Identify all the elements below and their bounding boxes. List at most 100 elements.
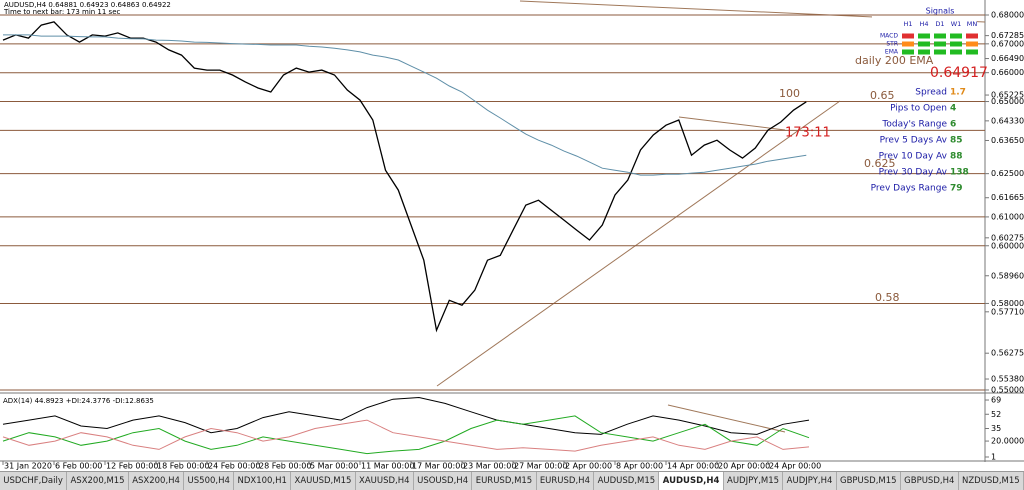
signal-row-label: MACD (880, 33, 898, 40)
chart-tab[interactable]: AUDUSD,M15 (594, 472, 660, 490)
y-tick-label: 52 (991, 410, 1001, 419)
stat-value: 4 (950, 104, 956, 114)
signal-cell (918, 33, 930, 39)
chart-tab[interactable]: AUDJPY,H4 (783, 472, 837, 490)
signal-cell (950, 41, 962, 47)
series-line (2, 419, 810, 452)
signal-cell (902, 33, 914, 39)
y-tick-label: 0.65225 (991, 91, 1024, 100)
signal-column: D1 (935, 20, 944, 28)
chart-title: AUDUSD,H4 0.64881 0.64923 0.64863 0.6492… (4, 1, 171, 9)
chart-tab[interactable]: EURUSD,H4 (537, 472, 595, 490)
signal-cell (966, 49, 978, 55)
chart-tab[interactable]: XAUUSD,M15 (291, 472, 356, 490)
series-line (3, 34, 807, 176)
series-line (2, 21, 807, 333)
y-tick-label: 69 (991, 396, 1001, 405)
signal-cell (918, 49, 930, 55)
x-tick-label: 2 Apr 00:00 (565, 462, 612, 471)
x-tick-label: 28 Feb 00:00 (259, 462, 311, 471)
y-tick-label: 0.58960 (991, 271, 1024, 280)
x-tick-label: 23 Mar 00:00 (463, 462, 516, 471)
x-tick-label: 12 Feb 00:00 (106, 462, 158, 471)
stat-value: 88 (950, 152, 963, 162)
chart-tab[interactable]: AUDUSD,H4 (659, 472, 724, 490)
stat-label: Prev Days Range (871, 184, 948, 194)
y-tick-label: 0.55380 (991, 375, 1024, 384)
series-line (2, 415, 810, 455)
series-line (2, 396, 810, 435)
chart-tab[interactable]: ASX200,M15 (67, 472, 129, 490)
y-tick-label: 0.60000 (991, 241, 1024, 250)
signal-column: H1 (903, 20, 912, 28)
trend-line (436, 100, 841, 387)
signal-cell (934, 41, 946, 47)
y-tick-label: 0.67000 (991, 39, 1024, 48)
trend-line (667, 404, 786, 433)
chart-tab[interactable]: ASX200,H4 (129, 472, 185, 490)
x-tick-label: 31 Jan 2020 (4, 462, 52, 471)
chart: AUDUSD,H4 0.64881 0.64923 0.64863 0.6492… (0, 0, 1024, 471)
y-tick-label: 0.68000 (991, 10, 1024, 19)
signal-column: W1 (951, 20, 962, 28)
chart-tab[interactable]: GBPUSD,M15 (837, 472, 901, 490)
chart-tab[interactable]: NZDUSD,M15 (959, 472, 1024, 490)
trend-line (678, 116, 786, 131)
signal-cell (950, 49, 962, 55)
signal-cell (902, 49, 914, 55)
x-tick-label: 5 Mar 00:00 (310, 462, 358, 471)
signal-cell (934, 33, 946, 39)
y-tick-label: 0.64330 (991, 116, 1024, 125)
x-tick-label: 11 Mar 00:00 (361, 462, 414, 471)
annotation: 0.65 (870, 89, 895, 102)
stat-value: 85 (950, 136, 963, 146)
stat-label: Spread (915, 88, 947, 98)
annotation: 173:11 (785, 126, 831, 141)
signal-row-label: EMA (885, 49, 899, 56)
stat-label: Prev 10 Day Av (879, 152, 948, 162)
chart-tab[interactable]: GBPUSD,H4 (901, 472, 959, 490)
signal-column: H4 (919, 20, 928, 28)
x-tick-label: 6 Feb 00:00 (55, 462, 102, 471)
signal-column: MN (967, 20, 978, 28)
y-tick-label: 20.0000 (991, 437, 1024, 446)
y-tick-label: 0.61000 (991, 212, 1024, 221)
stat-label: Pips to Open (890, 104, 947, 114)
chart-tab[interactable]: EURUSD,M15 (472, 472, 537, 490)
chart-tab[interactable]: AUDJPY,M15 (724, 472, 784, 490)
y-tick-label: 0.60275 (991, 233, 1024, 242)
x-tick-label: 27 Mar 00:00 (514, 462, 567, 471)
chart-tab[interactable]: USDCHF,Daily (0, 472, 68, 490)
chart-tab[interactable]: US500,H4 (184, 472, 235, 490)
chart-subtitle: Time to next bar: 173 min 11 sec (3, 8, 121, 16)
stat-label: Today's Range (881, 120, 947, 130)
chart-tab[interactable]: USOUSD,H4 (414, 472, 473, 490)
y-tick-label: 0.66490 (991, 54, 1024, 63)
chart-tab[interactable]: NDX100,H1 (234, 472, 292, 490)
x-tick-label: 17 Mar 00:00 (412, 462, 465, 471)
chart-tab[interactable]: XAUUSD,H4 (356, 472, 414, 490)
signal-cell (966, 33, 978, 39)
annotation: daily 200 EMA (855, 54, 934, 67)
y-tick-label: 1 (991, 452, 996, 461)
x-tick-label: 24 Apr 00:00 (769, 462, 821, 471)
x-tick-label: 24 Feb 00:00 (208, 462, 260, 471)
signals-title: Signals (926, 7, 955, 16)
signal-row-label: STR (886, 41, 898, 48)
signal-cell (950, 33, 962, 39)
annotation: 0.64917 (930, 65, 988, 81)
y-tick-label: 0.62500 (991, 169, 1024, 178)
signal-cell (934, 49, 946, 55)
signal-cell (966, 41, 978, 47)
x-tick-label: 8 Apr 00:00 (616, 462, 663, 471)
chart-tabs: USDCHF,Daily ASX200,M15 ASX200,H4 US500,H4 N… (0, 471, 1024, 490)
x-tick-label: 20 Apr 00:00 (718, 462, 770, 471)
y-tick-label: 0.61665 (991, 193, 1024, 202)
y-tick-label: 0.55000 (991, 385, 1024, 394)
y-tick-label: 0.63650 (991, 136, 1024, 145)
indicator-title: ADX(14) 44.8923 +DI:24.3776 -DI:12.8635 (3, 397, 154, 405)
y-tick-label: 0.57710 (991, 307, 1024, 316)
y-tick-label: 0.67285 (991, 31, 1024, 40)
stat-label: Prev 30 Day Av (879, 168, 948, 178)
